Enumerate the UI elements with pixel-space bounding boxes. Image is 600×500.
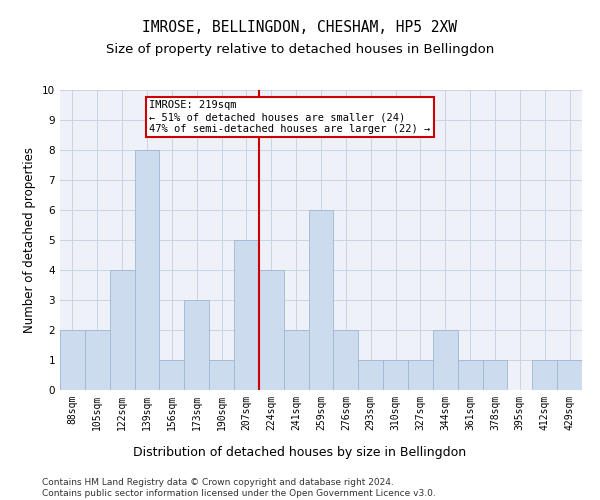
Bar (408, 360, 433, 390)
Bar (160, 360, 184, 390)
Bar (557, 360, 582, 390)
Text: Contains HM Land Registry data © Crown copyright and database right 2024.
Contai: Contains HM Land Registry data © Crown c… (42, 478, 436, 498)
Bar (234, 240, 259, 390)
Bar (458, 360, 482, 390)
Bar (184, 300, 209, 390)
Bar (85, 330, 110, 390)
Text: IMROSE, BELLINGDON, CHESHAM, HP5 2XW: IMROSE, BELLINGDON, CHESHAM, HP5 2XW (143, 20, 458, 35)
Bar (284, 330, 308, 390)
Bar (259, 270, 284, 390)
Bar (532, 360, 557, 390)
Text: IMROSE: 219sqm
← 51% of detached houses are smaller (24)
47% of semi-detached ho: IMROSE: 219sqm ← 51% of detached houses … (149, 100, 431, 134)
Bar (383, 360, 408, 390)
Bar (433, 330, 458, 390)
Bar (308, 210, 334, 390)
Y-axis label: Number of detached properties: Number of detached properties (23, 147, 37, 333)
Bar (334, 330, 358, 390)
Text: Size of property relative to detached houses in Bellingdon: Size of property relative to detached ho… (106, 42, 494, 56)
Bar (134, 150, 160, 390)
Bar (482, 360, 508, 390)
Bar (358, 360, 383, 390)
Bar (60, 330, 85, 390)
Text: Distribution of detached houses by size in Bellingdon: Distribution of detached houses by size … (133, 446, 467, 459)
Bar (110, 270, 134, 390)
Bar (209, 360, 234, 390)
